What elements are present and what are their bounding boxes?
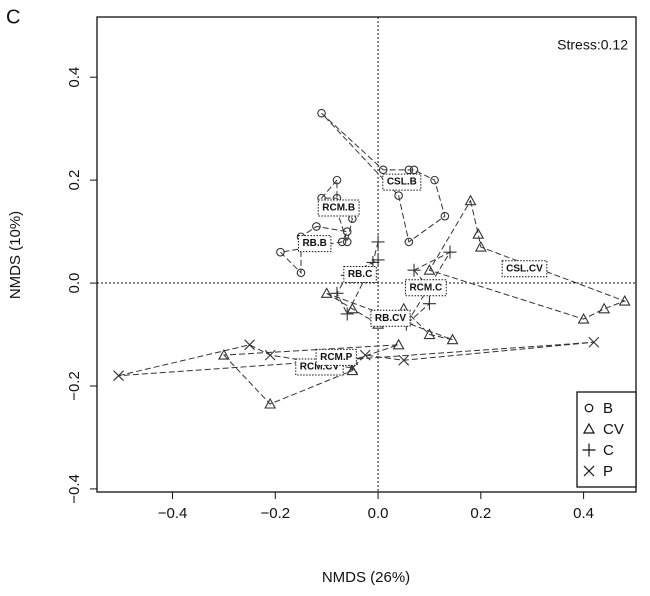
point [217,348,230,360]
point [312,222,321,231]
x-tick-label: 0.4 [573,505,594,522]
point [404,165,414,175]
point [577,312,590,324]
point [430,175,439,185]
group-polygon [326,292,453,341]
point [264,349,276,361]
point [296,268,306,278]
plot-frame [96,16,637,493]
point [404,237,414,247]
point [394,191,403,200]
point [340,307,354,321]
group-label-box [317,199,360,217]
point [320,287,333,298]
legend-marker [584,403,594,413]
y-tick-label: −0.2 [66,371,83,401]
y-axis-title: NMDS (10%) [7,211,24,299]
group-label: RCM.P [315,348,357,366]
x-tick-label: 0.2 [470,505,491,522]
panel-label: C [6,6,20,28]
group-label: CSL.CV [501,260,548,278]
point [371,253,385,267]
point [407,263,421,277]
point [264,397,277,409]
point [618,294,631,306]
x-tick-label: 0.0 [368,505,389,522]
point [423,328,436,340]
group-label-text: CSL.B [387,177,417,188]
group-label-text: RB.C [348,269,372,280]
legend-label: B [603,400,613,417]
point [598,302,611,314]
x-axis-title: NMDS (26%) [322,569,410,586]
legend-label: C [603,442,614,459]
point [244,339,255,351]
y-tick-label: 0.0 [66,273,83,294]
group-label-box [315,348,357,366]
x-tick-label: −0.4 [158,505,188,522]
legend-marker [582,422,596,434]
group-label-box [382,173,422,191]
y-tick-label: −0.4 [66,474,83,504]
group-label-text: RCM.CV [300,362,340,373]
group-label-box [343,265,377,283]
x-tick-label: −0.2 [260,505,290,522]
group-label-text: RB.B [302,238,326,249]
point [276,247,285,257]
group-polygon [428,199,627,320]
point [113,370,124,382]
group-polygon [118,341,594,377]
y-tick-label: 0.4 [66,67,83,88]
point [472,228,485,239]
legend-marker [582,443,596,457]
point [446,333,459,345]
group-polygon [279,225,348,274]
group-label: RCM.C [404,279,447,297]
point [398,354,410,366]
point [371,235,385,249]
group-label-box [404,279,447,297]
group-label-box [297,235,332,253]
group-label: RB.B [297,235,332,253]
group-polygon [321,112,446,243]
legend-label: CV [603,421,624,438]
point [392,338,405,350]
point [440,211,450,221]
point [332,175,342,185]
point [342,237,352,247]
group-label-text: RCM.B [322,203,355,214]
group-label: RCM.B [317,199,360,217]
point [423,264,436,275]
group-label-text: RCM.P [320,352,353,363]
point [359,349,371,361]
group-label: CSL.B [382,173,422,191]
group-label: RB.CV [370,309,411,327]
point [342,227,352,236]
group-polygon [222,344,399,405]
stress-annotation: Stress:0.12 [557,37,628,53]
point [330,286,344,300]
point [337,237,347,247]
point [317,108,326,118]
group-label-text: CSL.CV [506,263,543,274]
point [588,336,600,348]
group-label-text: RB.CV [375,313,406,324]
legend-label: P [603,463,613,480]
group-label-text: RCM.C [409,282,442,293]
point [422,297,436,311]
point [443,245,457,259]
legend-box [576,391,637,488]
point [464,194,477,206]
y-tick-label: 0.2 [66,170,83,191]
group-label-box [370,309,411,327]
legend-marker [583,465,595,477]
group-label-box [501,260,548,278]
group-label: RB.C [343,265,377,283]
point [474,240,487,252]
